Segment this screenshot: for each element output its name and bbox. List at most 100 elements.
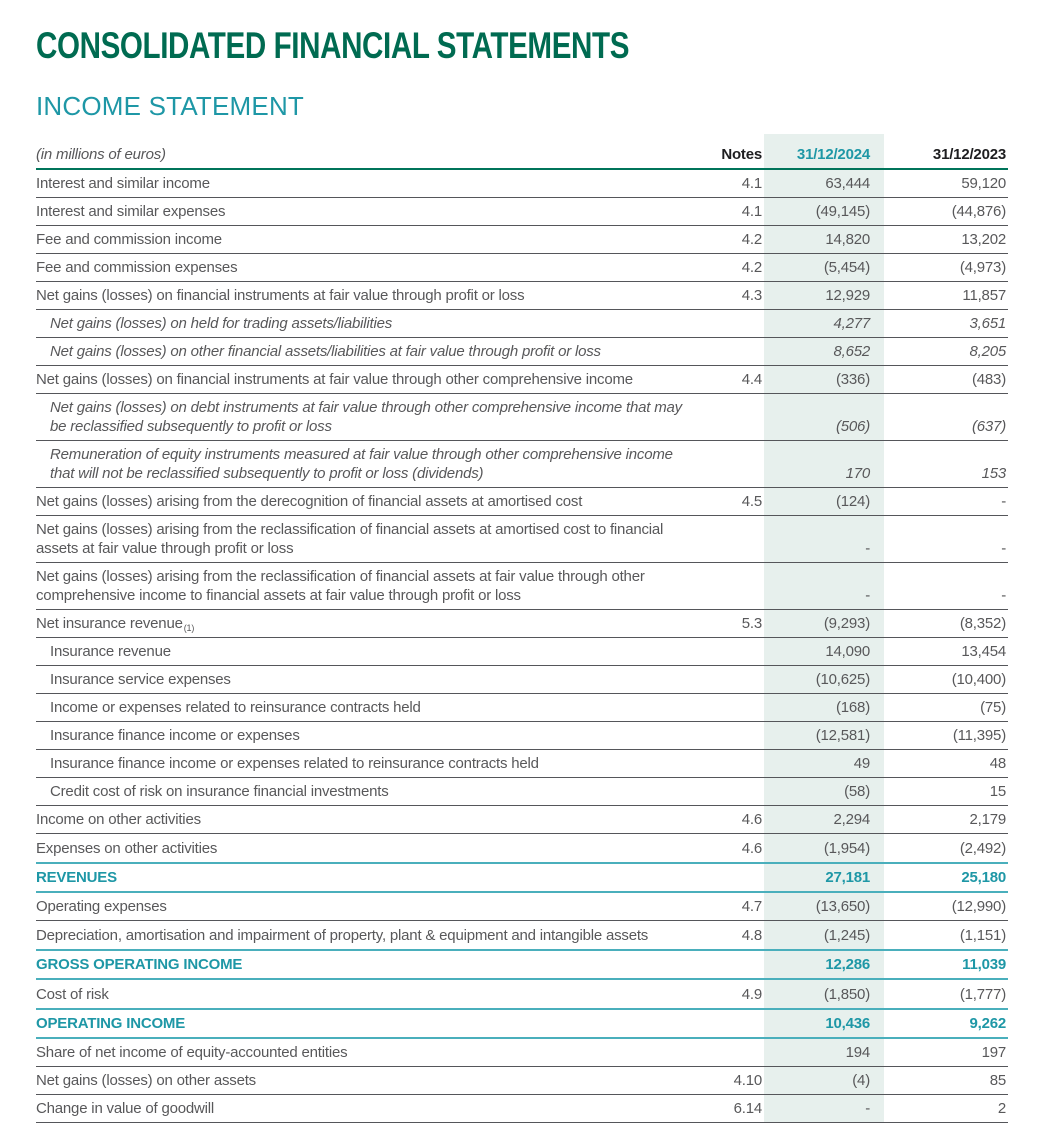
row-value-2023: 11,039 bbox=[962, 956, 1006, 973]
row-notes: 4.8 bbox=[741, 927, 762, 944]
table-row: Net gains (losses) on other assets 4.10 (4… bbox=[36, 1067, 1008, 1095]
row-label: Expenses on other activities bbox=[36, 840, 218, 857]
row-value-2023: (11,395) bbox=[952, 727, 1006, 744]
row-value-2024: 12,929 bbox=[764, 282, 884, 309]
row-notes bbox=[698, 516, 764, 562]
row-value-2024: 12,286 bbox=[764, 951, 884, 978]
table-row: Insurance finance income or expenses rel… bbox=[36, 750, 1008, 778]
row-value-2023: 3,651 bbox=[969, 315, 1006, 332]
row-label: Net gains (losses) arising from the recl… bbox=[36, 521, 664, 557]
row-label: Credit cost of risk on insurance financi… bbox=[50, 783, 389, 800]
unit-label: (in millions of euros) bbox=[36, 146, 166, 163]
table-row: Net gains (losses) arising from the dere… bbox=[36, 488, 1008, 516]
row-value-2023: 85 bbox=[989, 1072, 1006, 1089]
row-label: Net gains (losses) on financial instrume… bbox=[36, 371, 633, 388]
row-label: Depreciation, amortisation and impairmen… bbox=[36, 927, 649, 944]
table-row: GROSS OPERATING INCOME 12,286 11,039 bbox=[36, 949, 1008, 980]
row-value-2023: (8,352) bbox=[959, 615, 1006, 632]
row-label: Insurance service expenses bbox=[50, 671, 231, 688]
row-value-2023: 8,205 bbox=[969, 343, 1006, 360]
page-title: CONSOLIDATED FINANCIAL STATEMENTS bbox=[36, 25, 630, 66]
table-row: Insurance service expenses (10,625) (10,40… bbox=[36, 666, 1008, 694]
row-value-2024: 27,181 bbox=[764, 864, 884, 891]
table-row: Net gains (losses) on financial instrume… bbox=[36, 282, 1008, 310]
row-label: Insurance finance income or expenses bbox=[50, 727, 300, 744]
table-row: Remuneration of equity instruments measu… bbox=[36, 441, 1008, 488]
row-value-2024: 10,436 bbox=[764, 1010, 884, 1037]
row-value-2024: (9,293) bbox=[764, 610, 884, 637]
row-notes bbox=[698, 666, 764, 693]
row-label: Net gains (losses) on other assets bbox=[36, 1072, 256, 1089]
row-value-2023: (483) bbox=[971, 371, 1006, 388]
row-value-2023: - bbox=[1001, 587, 1006, 604]
row-value-2023: 11,857 bbox=[962, 287, 1006, 304]
table-row: Income on other activities 4.6 2,294 2,179 bbox=[36, 806, 1008, 834]
col-2023: 31/12/2023 bbox=[932, 146, 1006, 163]
row-value-2024: (13,650) bbox=[764, 893, 884, 920]
row-notes bbox=[698, 864, 764, 891]
table-row: Income or expenses related to reinsuranc… bbox=[36, 694, 1008, 722]
row-notes bbox=[698, 722, 764, 749]
row-value-2024: (124) bbox=[764, 488, 884, 515]
table-row: REVENUES 27,181 25,180 bbox=[36, 862, 1008, 893]
row-value-2023: 25,180 bbox=[961, 869, 1006, 886]
row-value-2023: (10,400) bbox=[951, 671, 1006, 688]
table-header: (in millions of euros) Notes 31/12/2024 … bbox=[36, 134, 1008, 170]
row-value-2024: (1,245) bbox=[764, 921, 884, 949]
row-value-2024: 63,444 bbox=[764, 170, 884, 197]
row-label: Net gains (losses) on held for trading a… bbox=[50, 315, 393, 332]
row-value-2023: (1,151) bbox=[959, 927, 1006, 944]
table-row: OPERATING INCOME 10,436 9,262 bbox=[36, 1008, 1008, 1039]
row-value-2023: 59,120 bbox=[961, 175, 1006, 192]
table-row: Change in value of goodwill 6.14-2 bbox=[36, 1095, 1008, 1123]
row-notes bbox=[698, 1010, 764, 1037]
row-label: Net gains (losses) arising from the recl… bbox=[36, 568, 645, 604]
row-label: Net gains (losses) on financial instrume… bbox=[36, 287, 525, 304]
table-row: Operating expenses 4.7 (13,650) (12,990) bbox=[36, 893, 1008, 921]
row-label: Operating expenses bbox=[36, 898, 167, 915]
row-value-2024: (10,625) bbox=[764, 666, 884, 693]
row-notes bbox=[698, 563, 764, 609]
table-row: Fee and commission income 4.2 14,820 13,202 bbox=[36, 226, 1008, 254]
row-label: Fee and commission income bbox=[36, 231, 222, 248]
row-value-2023: 2,179 bbox=[969, 811, 1006, 828]
row-value-2024: 14,820 bbox=[764, 226, 884, 253]
row-notes bbox=[698, 750, 764, 777]
row-label: GROSS OPERATING INCOME bbox=[36, 956, 243, 973]
row-value-2023: 48 bbox=[989, 755, 1006, 772]
row-label: OPERATING INCOME bbox=[36, 1015, 186, 1032]
row-value-2024: (4) bbox=[764, 1067, 884, 1094]
row-value-2024: (49,145) bbox=[764, 198, 884, 225]
row-label: Net gains (losses) arising from the dere… bbox=[36, 493, 583, 510]
table-row: Net gains (losses) on debt instruments a… bbox=[36, 394, 1008, 441]
row-notes bbox=[698, 638, 764, 665]
table-row: Credit cost of risk on insurance financi… bbox=[36, 778, 1008, 806]
row-notes bbox=[698, 394, 764, 440]
row-value-2024: (1,850) bbox=[764, 980, 884, 1008]
row-notes bbox=[698, 310, 764, 337]
row-value-2023: 13,202 bbox=[961, 231, 1006, 248]
row-value-2023: (637) bbox=[971, 418, 1006, 435]
row-label: Insurance revenue bbox=[50, 643, 171, 660]
row-value-2024: (1,954) bbox=[764, 834, 884, 862]
row-notes: 4.6 bbox=[741, 840, 762, 857]
row-notes: 4.9 bbox=[741, 986, 762, 1003]
row-label: REVENUES bbox=[36, 869, 117, 886]
row-notes: 4.6 bbox=[741, 811, 762, 828]
row-value-2024: (336) bbox=[764, 366, 884, 393]
row-value-2024: - bbox=[764, 563, 884, 609]
row-value-2024: 14,090 bbox=[764, 638, 884, 665]
row-label: Remuneration of equity instruments measu… bbox=[50, 446, 673, 482]
row-label: Insurance finance income or expenses rel… bbox=[50, 755, 539, 772]
row-label: Interest and similar expenses bbox=[36, 203, 226, 220]
table-row: Interest and similar expenses 4.1 (49,145)… bbox=[36, 198, 1008, 226]
table-row: Net gains (losses) on other financial as… bbox=[36, 338, 1008, 366]
row-value-2023: (1,777) bbox=[959, 986, 1006, 1003]
table-row: Net gains (losses) on financial instrume… bbox=[36, 366, 1008, 394]
row-notes: 4.7 bbox=[741, 898, 762, 915]
row-notes bbox=[698, 778, 764, 805]
table-row: Cost of risk 4.9 (1,850) (1,777) bbox=[36, 980, 1008, 1008]
row-value-2024: 170 bbox=[764, 441, 884, 487]
section-title: INCOME STATEMENT bbox=[36, 91, 305, 121]
